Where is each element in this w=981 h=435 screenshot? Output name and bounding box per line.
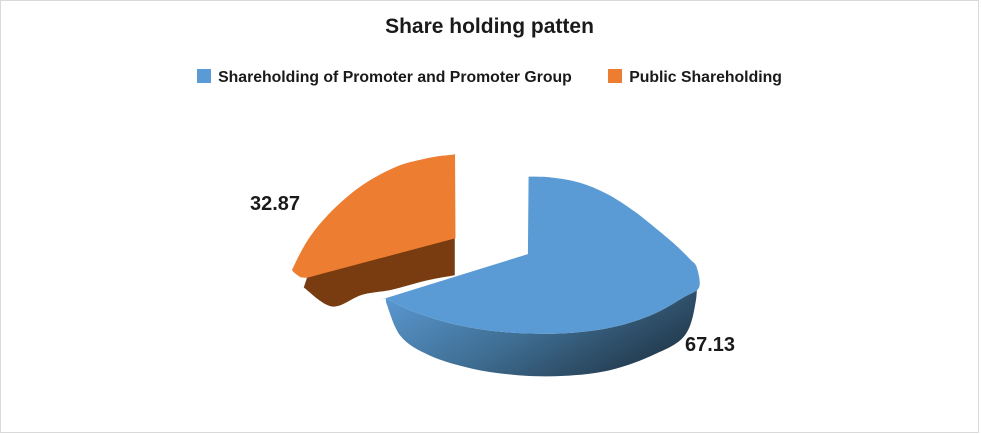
svg-text:67.13: 67.13 — [685, 334, 735, 356]
svg-text:32.87: 32.87 — [250, 193, 300, 215]
